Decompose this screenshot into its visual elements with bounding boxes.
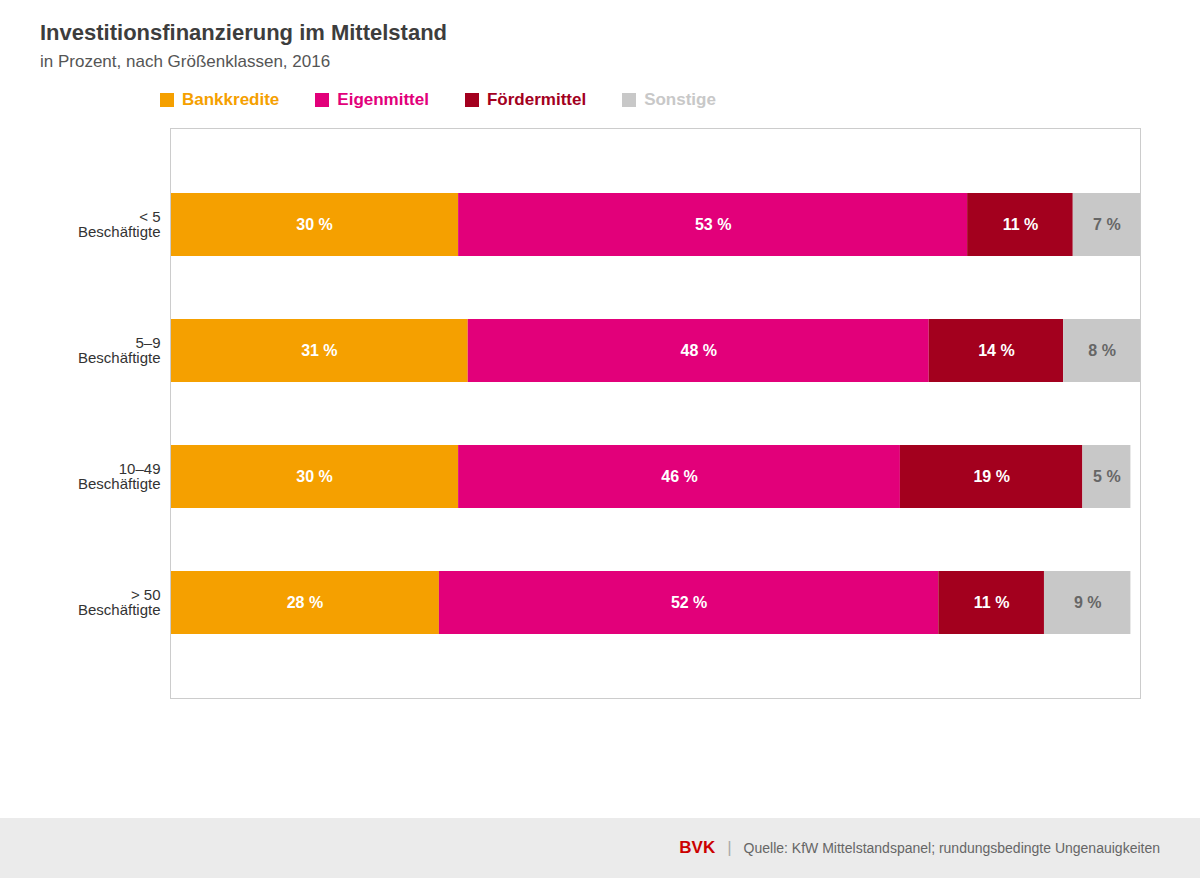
html-text:in Prozent, nach Größenklassen: in Prozent, nach Größenklassen, 2016 bbox=[40, 52, 331, 71]
svg-text:9 %: 9 % bbox=[1074, 594, 1102, 611]
svg-text:30 %: 30 % bbox=[296, 216, 332, 233]
html-text:Eigenmittel: Eigenmittel bbox=[337, 90, 429, 109]
svg-text:30 %: 30 % bbox=[296, 468, 332, 485]
svg-text:11 %: 11 % bbox=[974, 594, 1010, 611]
svg-text:28 %: 28 % bbox=[287, 594, 323, 611]
html-text:Bankkredite: Bankkredite bbox=[182, 90, 280, 109]
svg-text:52 %: 52 % bbox=[671, 594, 707, 611]
svg-text:46 %: 46 % bbox=[661, 468, 697, 485]
svg-text:14 %: 14 % bbox=[978, 342, 1014, 359]
html-text:Investitionsfinanzierung im Mi: Investitionsfinanzierung im Mittelstand bbox=[40, 20, 447, 45]
html-text:BVK: BVK bbox=[679, 838, 716, 857]
svg-text:48 %: 48 % bbox=[680, 342, 716, 359]
svg-text:5–9Beschäftigte: 5–9Beschäftigte bbox=[78, 334, 161, 366]
html-text:Sonstige: Sonstige bbox=[644, 90, 716, 109]
svg-text:10–49Beschäftigte: 10–49Beschäftigte bbox=[78, 460, 161, 492]
html-text:Quelle: KfW Mittelstandspanel;: Quelle: KfW Mittelstandspanel; rundungsb… bbox=[743, 840, 1160, 856]
svg-text:< 5Beschäftigte: < 5Beschäftigte bbox=[78, 208, 161, 240]
svg-text:31 %: 31 % bbox=[301, 342, 337, 359]
svg-text:19 %: 19 % bbox=[973, 468, 1009, 485]
svg-text:> 50Beschäftigte: > 50Beschäftigte bbox=[78, 586, 161, 618]
html-text:Fördermittel: Fördermittel bbox=[487, 90, 587, 109]
svg-text:53 %: 53 % bbox=[695, 216, 731, 233]
svg-text:11 %: 11 % bbox=[1003, 216, 1039, 233]
svg-text:5 %: 5 % bbox=[1093, 468, 1121, 485]
svg-text:7 %: 7 % bbox=[1093, 216, 1121, 233]
svg-text:8 %: 8 % bbox=[1088, 342, 1116, 359]
